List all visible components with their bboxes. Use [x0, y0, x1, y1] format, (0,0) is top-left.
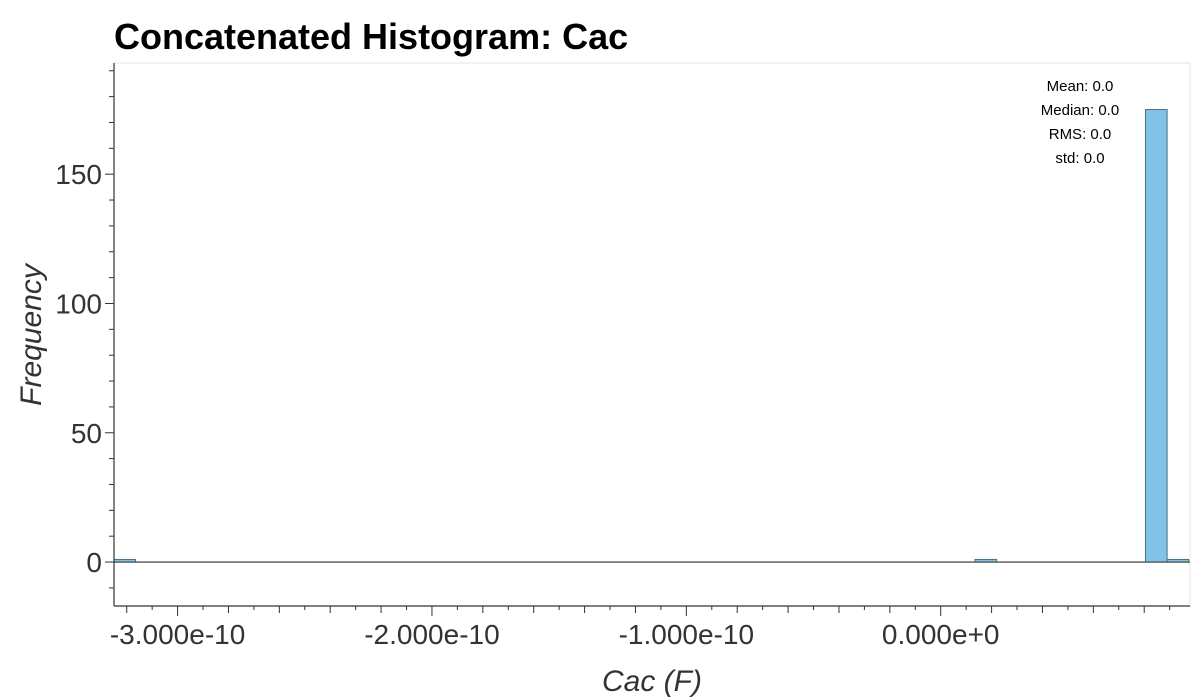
x-tick-label: 0.000e+0: [882, 619, 1000, 650]
x-tick-label: -2.000e-10: [364, 619, 499, 650]
y-tick-label: 0: [86, 547, 102, 578]
chart-title: Concatenated Histogram: Cac: [114, 16, 628, 57]
plot-area: [114, 62, 1191, 606]
x-tick-label: -3.000e-10: [110, 619, 245, 650]
stat-std: std: 0.0: [1055, 150, 1104, 167]
histogram-bars: [113, 109, 1190, 563]
x-axis: -3.000e-10 -2.000e-10 -1.000e-10 0.000e+0: [110, 605, 1190, 650]
stat-mean: Mean: 0.0: [1047, 78, 1114, 95]
y-tick-label: 150: [55, 159, 102, 190]
x-axis-label: Cac (F): [602, 665, 702, 698]
y-tick-label: 100: [55, 288, 102, 319]
histogram-bar: [1144, 109, 1168, 563]
stat-rms: RMS: 0.0: [1049, 126, 1112, 143]
y-tick-label: 50: [71, 418, 102, 449]
y-axis-label: Frequency: [15, 262, 48, 406]
y-axis: 0 50 100 150: [55, 63, 115, 606]
x-tick-label: -1.000e-10: [619, 619, 754, 650]
stat-median: Median: 0.0: [1041, 102, 1119, 119]
stats-box: Mean: 0.0 Median: 0.0 RMS: 0.0 std: 0.0: [1041, 78, 1119, 167]
